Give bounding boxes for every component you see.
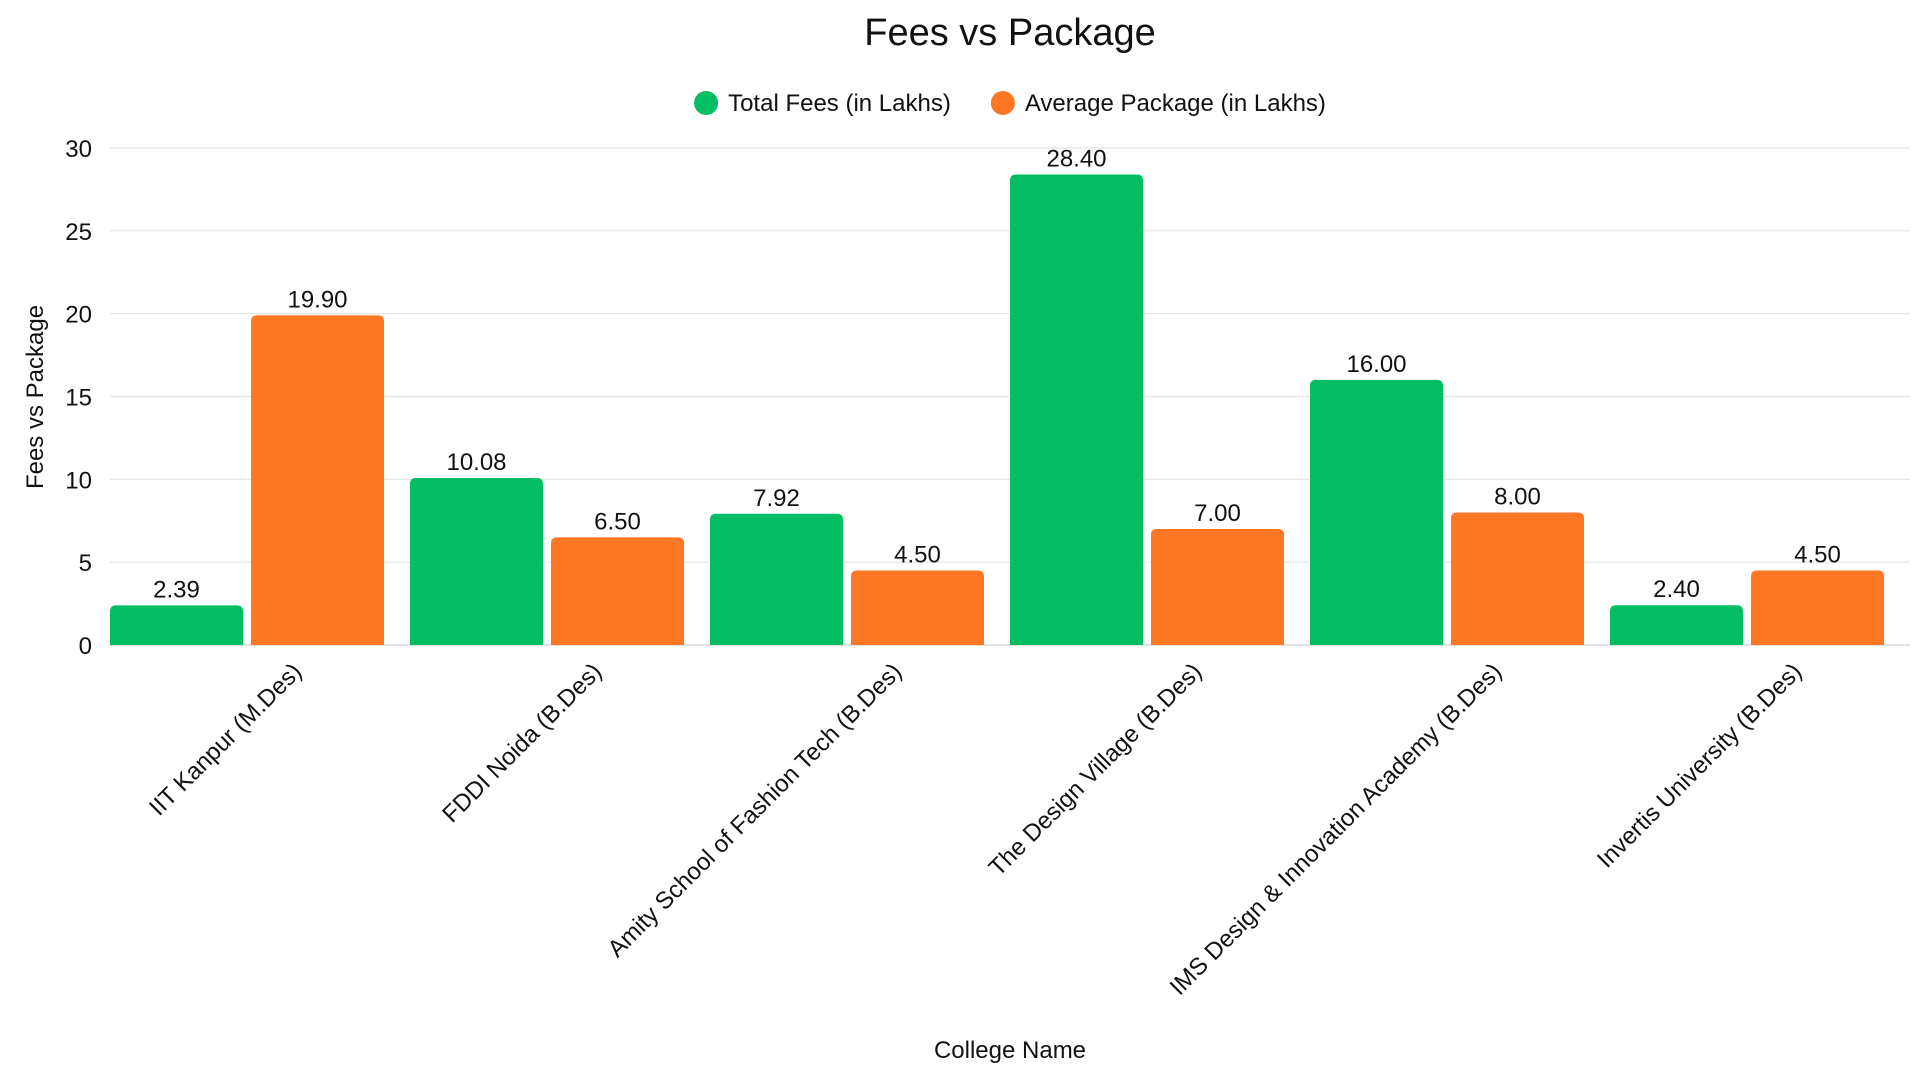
data-label: 6.50 <box>594 508 641 535</box>
x-tick-label: The Design Village (B.Des) <box>984 658 1207 881</box>
data-label: 4.50 <box>1794 541 1841 568</box>
legend-swatch-average-package <box>990 91 1015 115</box>
bar-average-package <box>851 570 984 645</box>
data-label: 7.00 <box>1194 500 1241 527</box>
legend-swatch-total-fees <box>694 91 719 115</box>
legend-label: Total Fees (in Lakhs) <box>728 90 951 117</box>
x-tick-label: FDDI Noida (B.Des) <box>437 658 607 828</box>
bar-total-fees <box>1010 174 1143 646</box>
chart-title: Fees vs Package <box>864 12 1155 54</box>
bar-average-package <box>551 537 684 645</box>
y-tick-label: 10 <box>65 467 92 494</box>
bar-total-fees <box>410 478 543 645</box>
data-label: 28.40 <box>1046 146 1106 173</box>
bar-total-fees <box>1310 379 1443 645</box>
y-tick-label: 0 <box>79 633 92 660</box>
bar-average-package <box>1451 512 1584 645</box>
y-axis-label: Fees vs Package <box>22 305 49 489</box>
x-tick-label: Invertis University (B.Des) <box>1592 658 1807 873</box>
y-tick-label: 25 <box>65 219 92 246</box>
bars <box>110 174 1884 646</box>
legend: Total Fees (in Lakhs) Average Package (in… <box>694 90 1326 117</box>
data-label: 2.39 <box>153 576 200 603</box>
x-axis-ticks: IIT Kanpur (M.Des) FDDI Noida (B.Des)Amit… <box>144 658 1807 1001</box>
data-label: 8.00 <box>1494 483 1541 510</box>
y-tick-label: 30 <box>65 136 92 163</box>
bar-total-fees <box>110 605 243 645</box>
data-labels: 2.39 19.90 10.08 6.50 7.92 4.50 28.40 7.00 16.00… <box>153 146 1841 604</box>
data-label: 2.40 <box>1653 576 1700 603</box>
bar-average-package <box>1151 529 1284 645</box>
y-tick-label: 5 <box>79 550 92 577</box>
bar-average-package <box>251 315 384 645</box>
x-axis-label: College Name <box>934 1037 1086 1064</box>
bar-total-fees <box>710 513 843 645</box>
y-tick-label: 20 <box>65 302 92 329</box>
data-label: 4.50 <box>894 541 941 568</box>
legend-label: Average Package (in Lakhs) <box>1025 90 1326 117</box>
data-label: 10.08 <box>446 449 506 476</box>
data-label: 16.00 <box>1346 351 1406 378</box>
bar-total-fees <box>1610 605 1743 645</box>
bar-average-package <box>1751 570 1884 645</box>
data-label: 7.92 <box>753 485 800 512</box>
x-tick-label: Amity School of Fashion Tech (B.Des) <box>603 658 908 963</box>
x-tick-label: IIT Kanpur (M.Des) <box>144 658 307 821</box>
y-axis-ticks: 0 5 10 15 20 25 30 <box>65 136 92 660</box>
y-tick-label: 15 <box>65 385 92 412</box>
data-label: 19.90 <box>287 286 347 313</box>
x-tick-label: IMS Design & Innovation Academy (B.Des) <box>1165 658 1508 1001</box>
